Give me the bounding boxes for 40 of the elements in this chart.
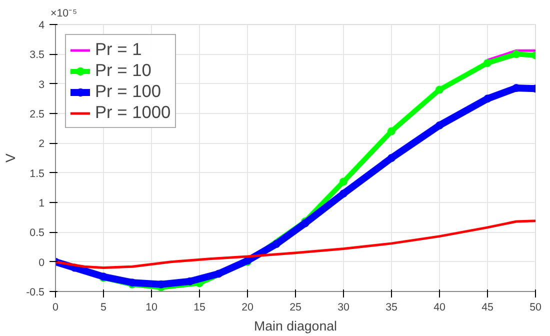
legend-label: Pr = 100 bbox=[95, 81, 161, 102]
point bbox=[436, 86, 444, 94]
legend-label: Pr = 1 bbox=[95, 39, 142, 60]
y-tick-label: 3.5 bbox=[30, 49, 45, 62]
point bbox=[436, 121, 444, 130]
y-tick-label: 2.5 bbox=[30, 108, 45, 120]
legend-label: Pr = 1000 bbox=[95, 102, 171, 123]
x-tick-label: 10 bbox=[146, 302, 158, 314]
point bbox=[484, 59, 492, 68]
y-axis-title: V bbox=[3, 153, 18, 162]
point bbox=[340, 190, 348, 198]
x-axis-title: Main diagonal bbox=[254, 318, 338, 334]
x-tick-label: 50 bbox=[530, 302, 542, 314]
y-tick-label: -0.5 bbox=[26, 286, 45, 298]
point bbox=[484, 94, 492, 103]
point bbox=[214, 270, 223, 278]
point bbox=[388, 127, 396, 136]
x-tick-label: 30 bbox=[338, 302, 350, 314]
point bbox=[512, 50, 520, 58]
x-tick-label: 20 bbox=[242, 302, 254, 314]
x-tick-label: 25 bbox=[290, 302, 302, 314]
x-tick-label: 35 bbox=[386, 302, 398, 314]
y-tick-label: 1 bbox=[38, 198, 45, 210]
y-tick-label: 2 bbox=[38, 138, 45, 150]
point bbox=[272, 240, 280, 248]
point bbox=[388, 154, 396, 162]
x-tick-label: 0 bbox=[52, 302, 59, 314]
y-tick-label: 4 bbox=[38, 20, 45, 32]
y-tick-label: 3 bbox=[38, 78, 45, 91]
point bbox=[340, 178, 348, 186]
x-tick-label: 15 bbox=[194, 302, 206, 314]
y-tick-label: 0.5 bbox=[30, 227, 45, 240]
line-series bbox=[56, 220, 536, 270]
y-tick-label: 1.5 bbox=[30, 168, 45, 180]
y-tick-label: 0 bbox=[38, 256, 45, 269]
x-tick-label: 45 bbox=[482, 302, 494, 314]
legend-label: Pr = 10 bbox=[95, 60, 152, 81]
text: ×10⁻⁵ bbox=[50, 8, 77, 20]
x-tick-label: 5 bbox=[100, 302, 107, 314]
x-tick-label: 40 bbox=[434, 302, 446, 314]
